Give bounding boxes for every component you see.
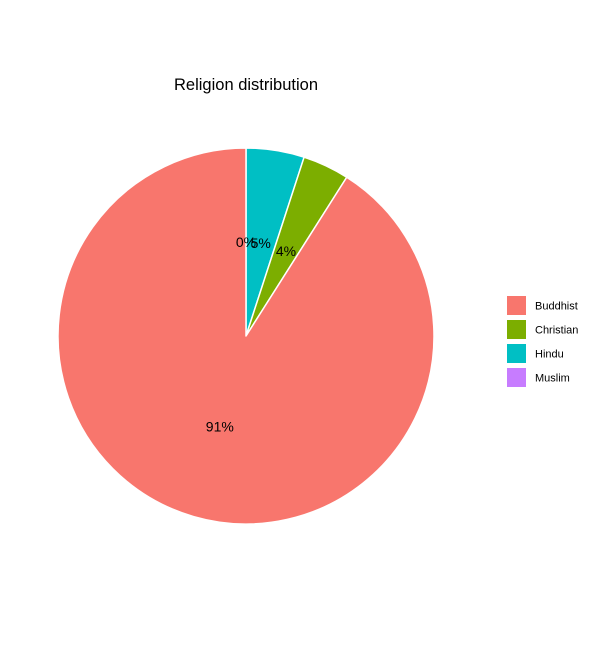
- legend-key-hindu: [507, 344, 526, 363]
- pie-slice-labels: 0%5% 4% 91%: [206, 234, 296, 434]
- legend: Buddhist Christian Hindu Muslim: [507, 296, 578, 387]
- pie-slices: [57, 147, 435, 525]
- slice-label-buddhist: 91%: [206, 418, 234, 434]
- legend-label-hindu: Hindu: [535, 349, 564, 361]
- chart-title: Religion distribution: [174, 76, 318, 94]
- pie-slice-buddhist: [57, 147, 435, 525]
- legend-key-buddhist: [507, 296, 526, 315]
- legend-key-muslim: [507, 368, 526, 387]
- slice-label-christian: 4%: [276, 243, 296, 259]
- slice-label-hindu: 5%: [251, 235, 271, 251]
- legend-key-christian: [507, 320, 526, 339]
- legend-label-muslim: Muslim: [535, 373, 570, 385]
- slice-label-muslim: 0%: [236, 234, 256, 250]
- legend-label-buddhist: Buddhist: [535, 301, 578, 313]
- legend-label-christian: Christian: [535, 325, 578, 337]
